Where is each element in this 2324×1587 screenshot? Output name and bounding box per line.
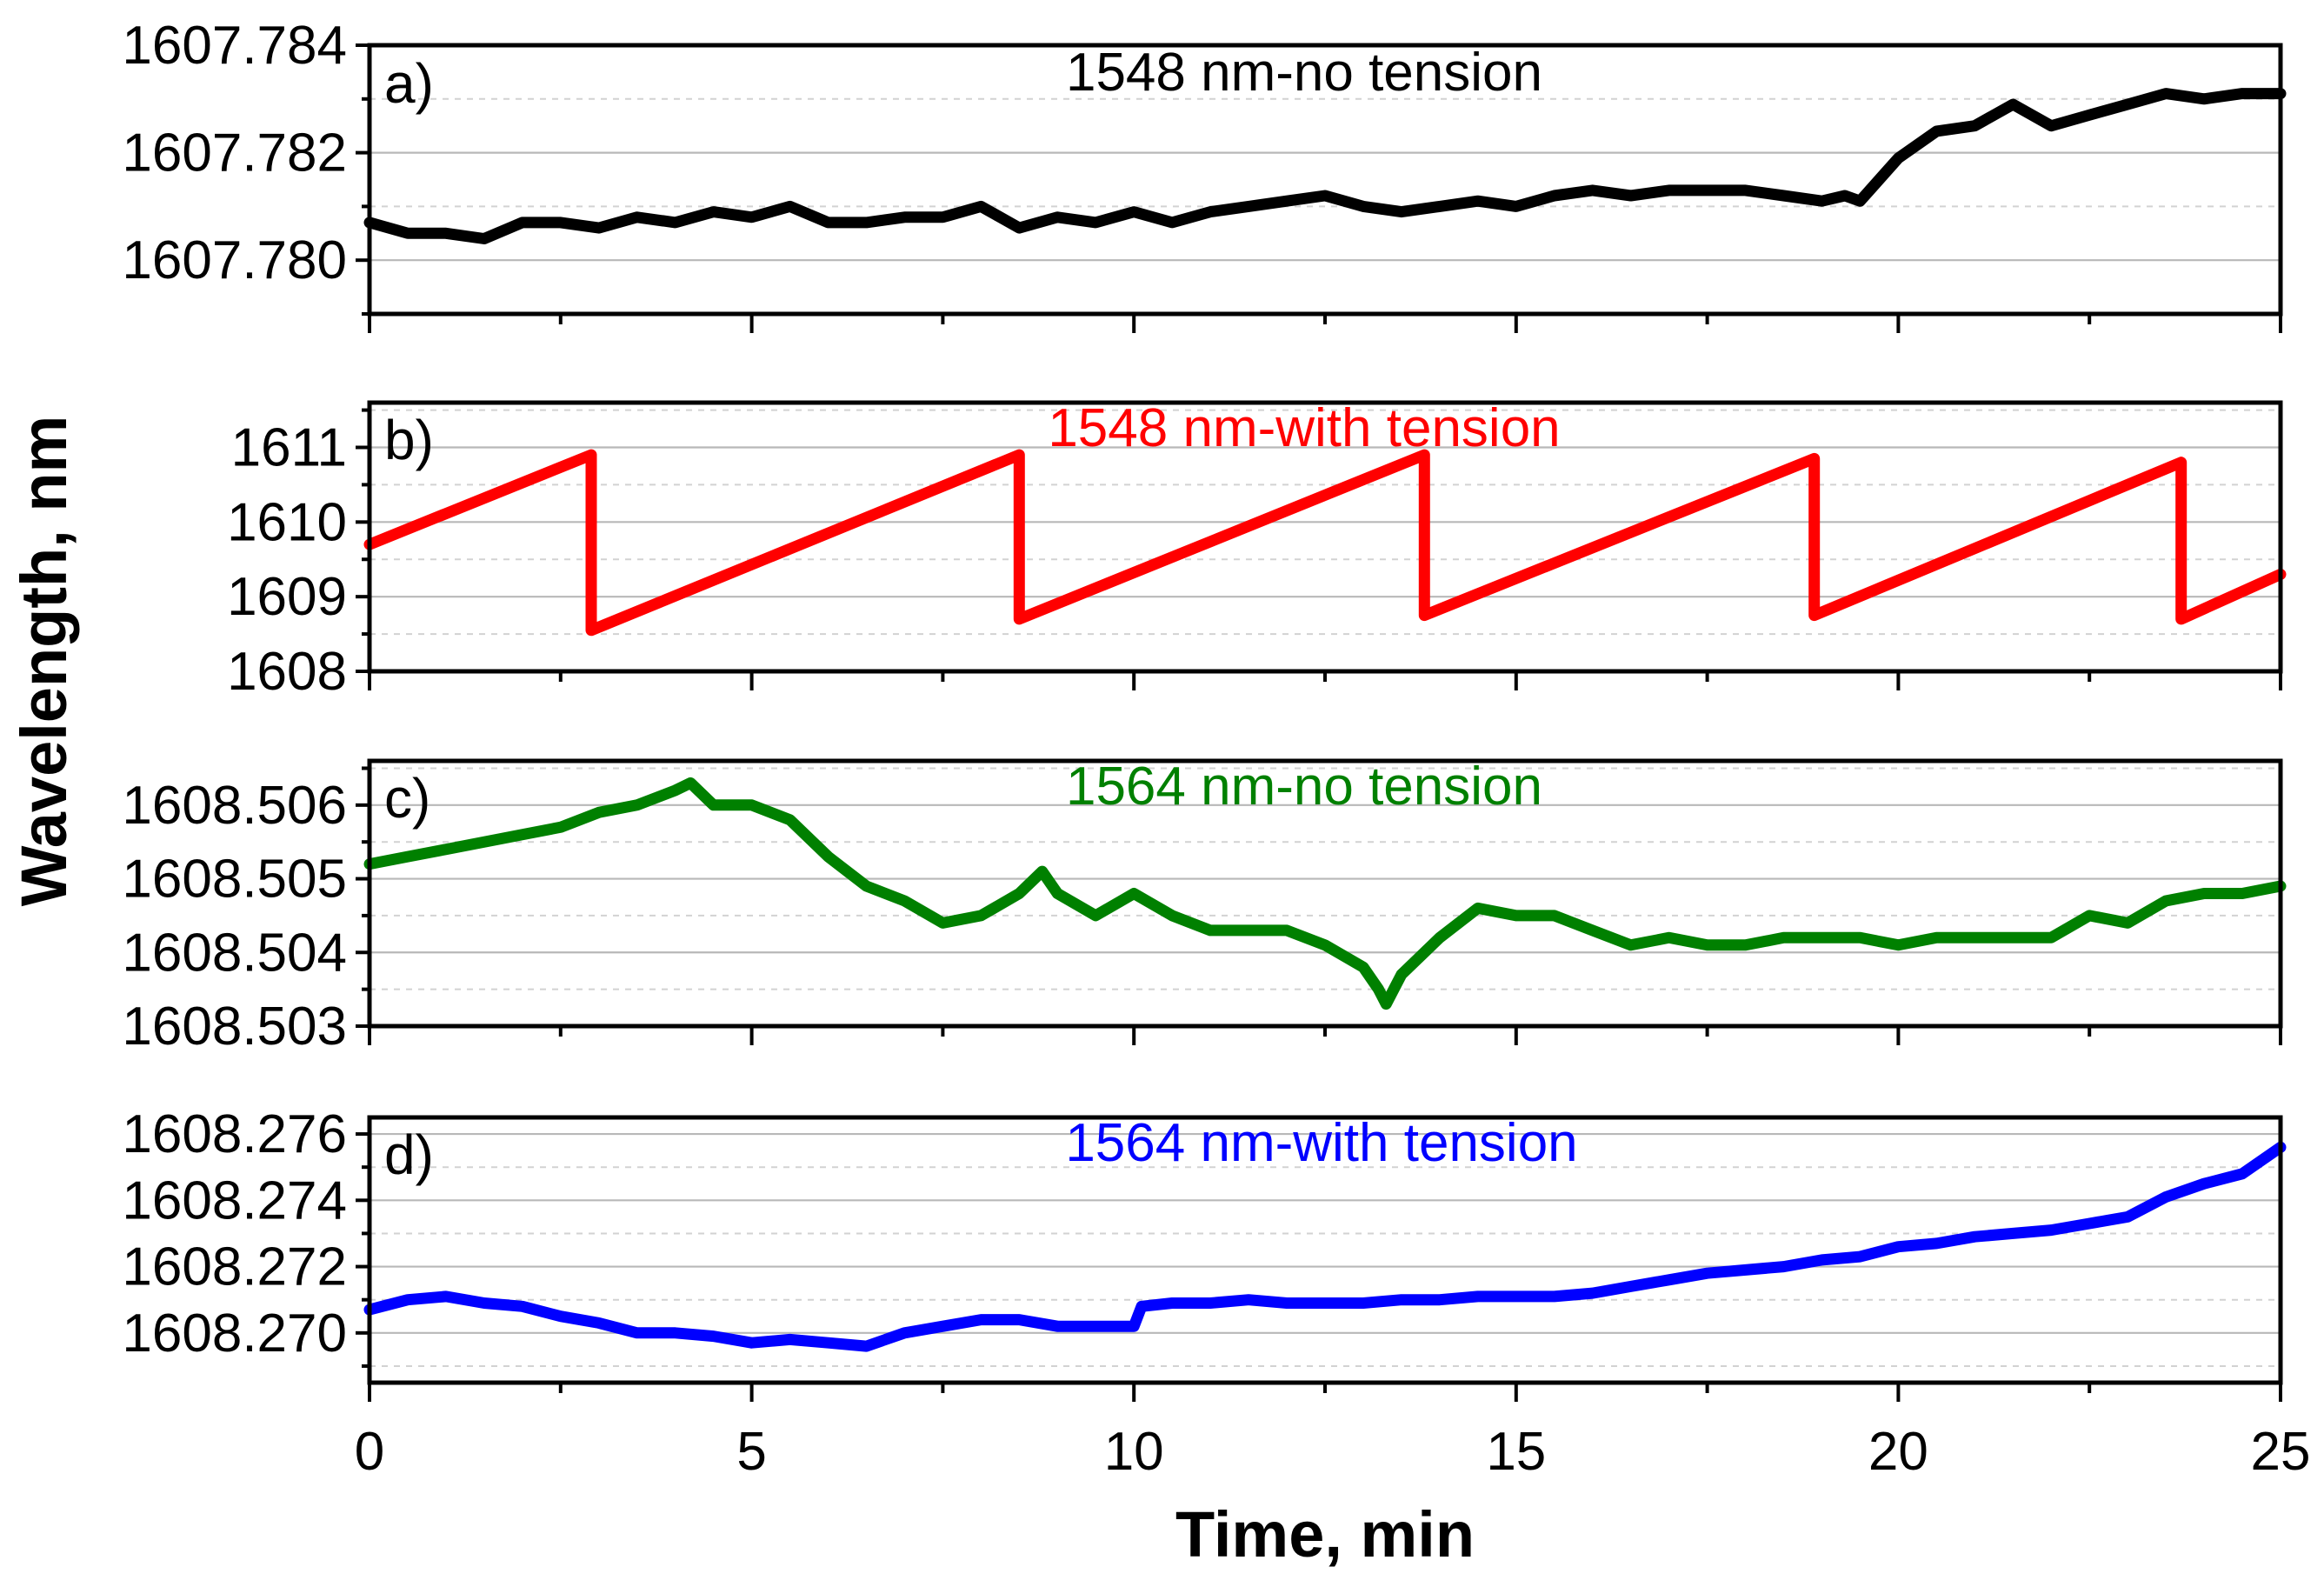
panel-b-y-tick-label: 1610 [227,492,347,552]
panel-a-plot-area [370,45,2281,314]
panel-d-letter: d) [384,1124,434,1186]
x-tick-label: 5 [736,1422,766,1482]
panel-d-x-ticks [368,1383,2282,1402]
panel-c-y-axis: 1608.503 1608.504 1608.505 1608.506 [122,766,370,1057]
panel-a-gridlines [370,97,2281,262]
panel-d-y-tick-label: 1608.274 [122,1170,347,1230]
panel-b-series-line [363,449,2287,637]
panel-c-y-tick-label: 1608.505 [122,850,347,910]
x-axis-tick-labels: 0 5 10 15 20 25 [355,1422,2311,1482]
x-tick-label: 20 [1868,1422,1928,1482]
panel-a-x-ticks [368,314,2282,333]
panel-c-gridlines [370,767,2281,990]
panel-a-y-tick-label: 1607.780 [122,230,347,290]
panel-b-series [363,449,2287,637]
panel-b-title: 1548 nm-with tension [1048,398,1560,458]
x-tick-label: 15 [1486,1422,1546,1482]
x-tick-label: 10 [1104,1422,1164,1482]
panel-b-y-tick-label: 1609 [227,567,347,627]
panel-c: 1608.503 1608.504 1608.505 1608.506 c) 1564… [122,757,2287,1057]
panel-a-y-tick-label: 1607.782 [122,123,347,183]
panel-c-y-tick-label: 1608.506 [122,776,347,836]
panel-d-y-tick-label: 1608.272 [122,1237,347,1297]
panel-d-y-tick-label: 1608.276 [122,1104,347,1164]
x-axis-title: Time, min [1175,1498,1475,1570]
panel-c-title: 1564 nm-no tension [1066,757,1542,817]
panel-c-y-tick-label: 1608.503 [122,997,347,1057]
panel-d-title: 1564 nm-with tension [1065,1113,1577,1173]
panel-c-series [363,777,2287,1010]
x-tick-label: 0 [355,1422,384,1482]
panel-c-y-tick-label: 1608.504 [122,923,347,983]
panel-a: 1607.780 1607.782 1607.784 a) 1548 nm-no t… [122,16,2287,333]
panel-a-title: 1548 nm-no tension [1066,43,1542,103]
panel-c-x-ticks [368,1026,2282,1045]
panel-a-y-tick-label: 1607.784 [122,16,347,76]
panel-d-series [363,1141,2287,1352]
panel-b-y-axis: 1608 1609 1610 1611 [227,408,370,702]
panel-a-y-axis: 1607.780 1607.782 1607.784 [122,16,370,316]
panel-b-y-tick-label: 1608 [227,642,347,702]
panel-b: 1608 1609 1610 1611 b) 1548 nm-with tension [227,398,2287,702]
y-axis-title: Wavelength, nm [8,416,80,907]
panel-a-series [363,88,2287,244]
panel-c-letter: c) [384,767,430,830]
panel-b-x-ticks [368,671,2282,690]
panel-d-y-tick-label: 1608.270 [122,1304,347,1364]
panel-a-letter: a) [384,52,434,115]
x-tick-label: 25 [2251,1422,2311,1482]
panel-b-y-tick-label: 1611 [231,418,347,478]
panel-a-series-line [363,88,2287,244]
panel-d-series-line [363,1141,2287,1352]
panel-b-letter: b) [384,409,434,471]
panel-c-series-line [363,777,2287,1010]
